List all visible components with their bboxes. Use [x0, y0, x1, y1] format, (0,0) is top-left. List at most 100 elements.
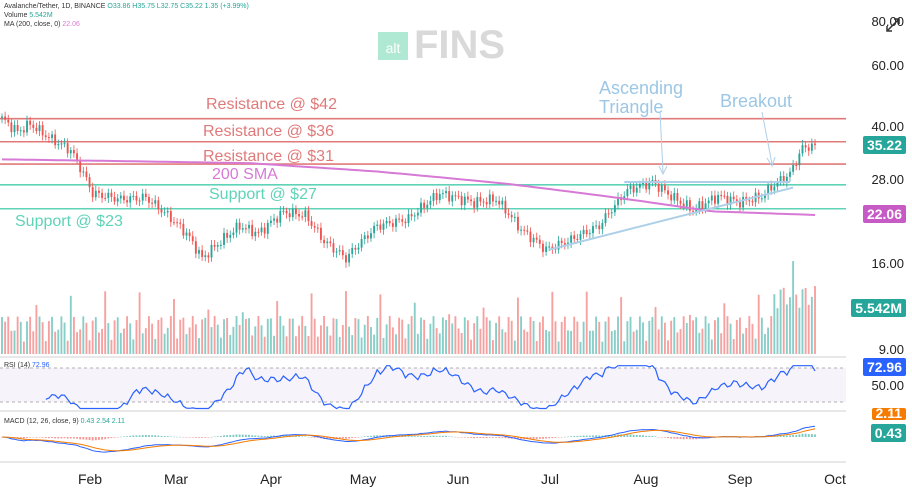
rsi-band [0, 368, 846, 402]
macd-histogram-bar [438, 435, 441, 437]
macd-histogram-bar [592, 435, 594, 437]
candle-body [395, 218, 397, 227]
candle-body [416, 212, 419, 216]
macd-histogram-bar [41, 437, 44, 438]
volume-bar [792, 261, 795, 354]
macd-histogram-bar [223, 435, 225, 437]
volume-bar [654, 306, 657, 354]
macd-histogram-bar [110, 437, 113, 438]
volume-bar [785, 304, 788, 354]
macd-histogram-bar [545, 437, 548, 439]
macd-histogram-bar [476, 437, 479, 438]
volume-bar [517, 297, 519, 354]
macd-histogram-bar [241, 434, 244, 437]
macd-histogram-bar [194, 437, 197, 438]
candle-body [91, 187, 94, 198]
volume-bar [357, 319, 360, 354]
volume-bar [676, 332, 679, 354]
candle-body [163, 212, 166, 214]
candle-body [573, 235, 576, 239]
rsi-line [45, 364, 816, 410]
volume-bar [141, 333, 144, 354]
macd-histogram-bar [679, 437, 682, 440]
volume-bar [260, 325, 263, 354]
candle-body [563, 242, 566, 246]
volume-bar [404, 338, 407, 354]
macd-histogram-bar [495, 437, 497, 438]
volume-bar [592, 330, 594, 354]
candle-body [279, 210, 282, 223]
volume-bar [607, 316, 610, 354]
volume-bar [551, 291, 554, 354]
candle-body [657, 183, 660, 192]
candle-body [335, 251, 338, 253]
candle-body [663, 185, 666, 191]
volume-bar [667, 340, 669, 354]
candle-body [363, 235, 366, 240]
volume-bar [507, 317, 510, 354]
macd-histogram-bar [248, 434, 250, 437]
candle-body [401, 219, 404, 222]
volume-bar [767, 327, 770, 354]
volume-bar [663, 322, 666, 354]
fullscreen-icon[interactable] [886, 18, 900, 32]
candle-body [510, 214, 513, 218]
volume-label: Volume [4, 12, 28, 19]
candle-body [692, 210, 694, 212]
volume-bar [513, 340, 516, 354]
candle-body [182, 223, 185, 236]
volume-bar [276, 301, 279, 354]
macd-histogram-bar [66, 437, 69, 439]
macd-histogram-bar [316, 437, 319, 438]
candle-body [717, 194, 720, 204]
candle-body [169, 210, 172, 223]
volume-bar [257, 316, 260, 354]
macd-histogram-bar [404, 436, 407, 437]
volume-bar [776, 308, 779, 354]
candle-body [160, 209, 163, 213]
candle-body [701, 201, 704, 210]
macd-histogram-bar [79, 437, 82, 440]
volume-bar [269, 318, 272, 354]
volume-bar [395, 334, 397, 354]
macd-histogram-bar [582, 435, 585, 437]
volume-bar [72, 317, 75, 354]
volume-bar [66, 340, 69, 354]
macd-histogram-bar [773, 436, 776, 437]
candle-body [423, 202, 426, 208]
volume-bar [798, 307, 801, 354]
volume-bar [588, 330, 591, 354]
volume-bar [379, 294, 382, 354]
y-tick-16: 16.00 [871, 256, 904, 271]
macd-values: 0.43 2.54 2.11 [80, 418, 125, 425]
candle-body [438, 193, 441, 201]
macd-histogram-bar [413, 436, 416, 437]
candle-body [782, 175, 785, 183]
annotation-200-sma: 200 SMA [212, 166, 278, 183]
macd-histogram-bar [501, 437, 504, 438]
volume-bar [157, 319, 160, 354]
volume-bar [323, 316, 326, 354]
candle-body [413, 215, 416, 217]
macd-histogram-bar [82, 437, 85, 440]
candle-body [579, 234, 582, 240]
candle-body [651, 179, 654, 182]
volume-bar [538, 322, 541, 354]
candle-body [210, 244, 213, 258]
volume-bar [326, 326, 329, 354]
candle-body [235, 222, 238, 233]
candle-body [173, 222, 175, 224]
volume-bar [757, 294, 760, 354]
candle-body [19, 130, 22, 132]
candle-body [72, 150, 75, 154]
candle-body [635, 187, 638, 193]
macd-histogram-bar [814, 434, 816, 437]
macd-histogram-bar [216, 436, 219, 437]
volume-bar [363, 324, 366, 354]
volume-bar [185, 334, 188, 354]
candle-body [707, 200, 710, 204]
volume-bar [685, 322, 688, 354]
macd-histogram-bar [567, 436, 569, 438]
candle-body [801, 145, 804, 154]
macd-histogram-bar [804, 433, 807, 437]
